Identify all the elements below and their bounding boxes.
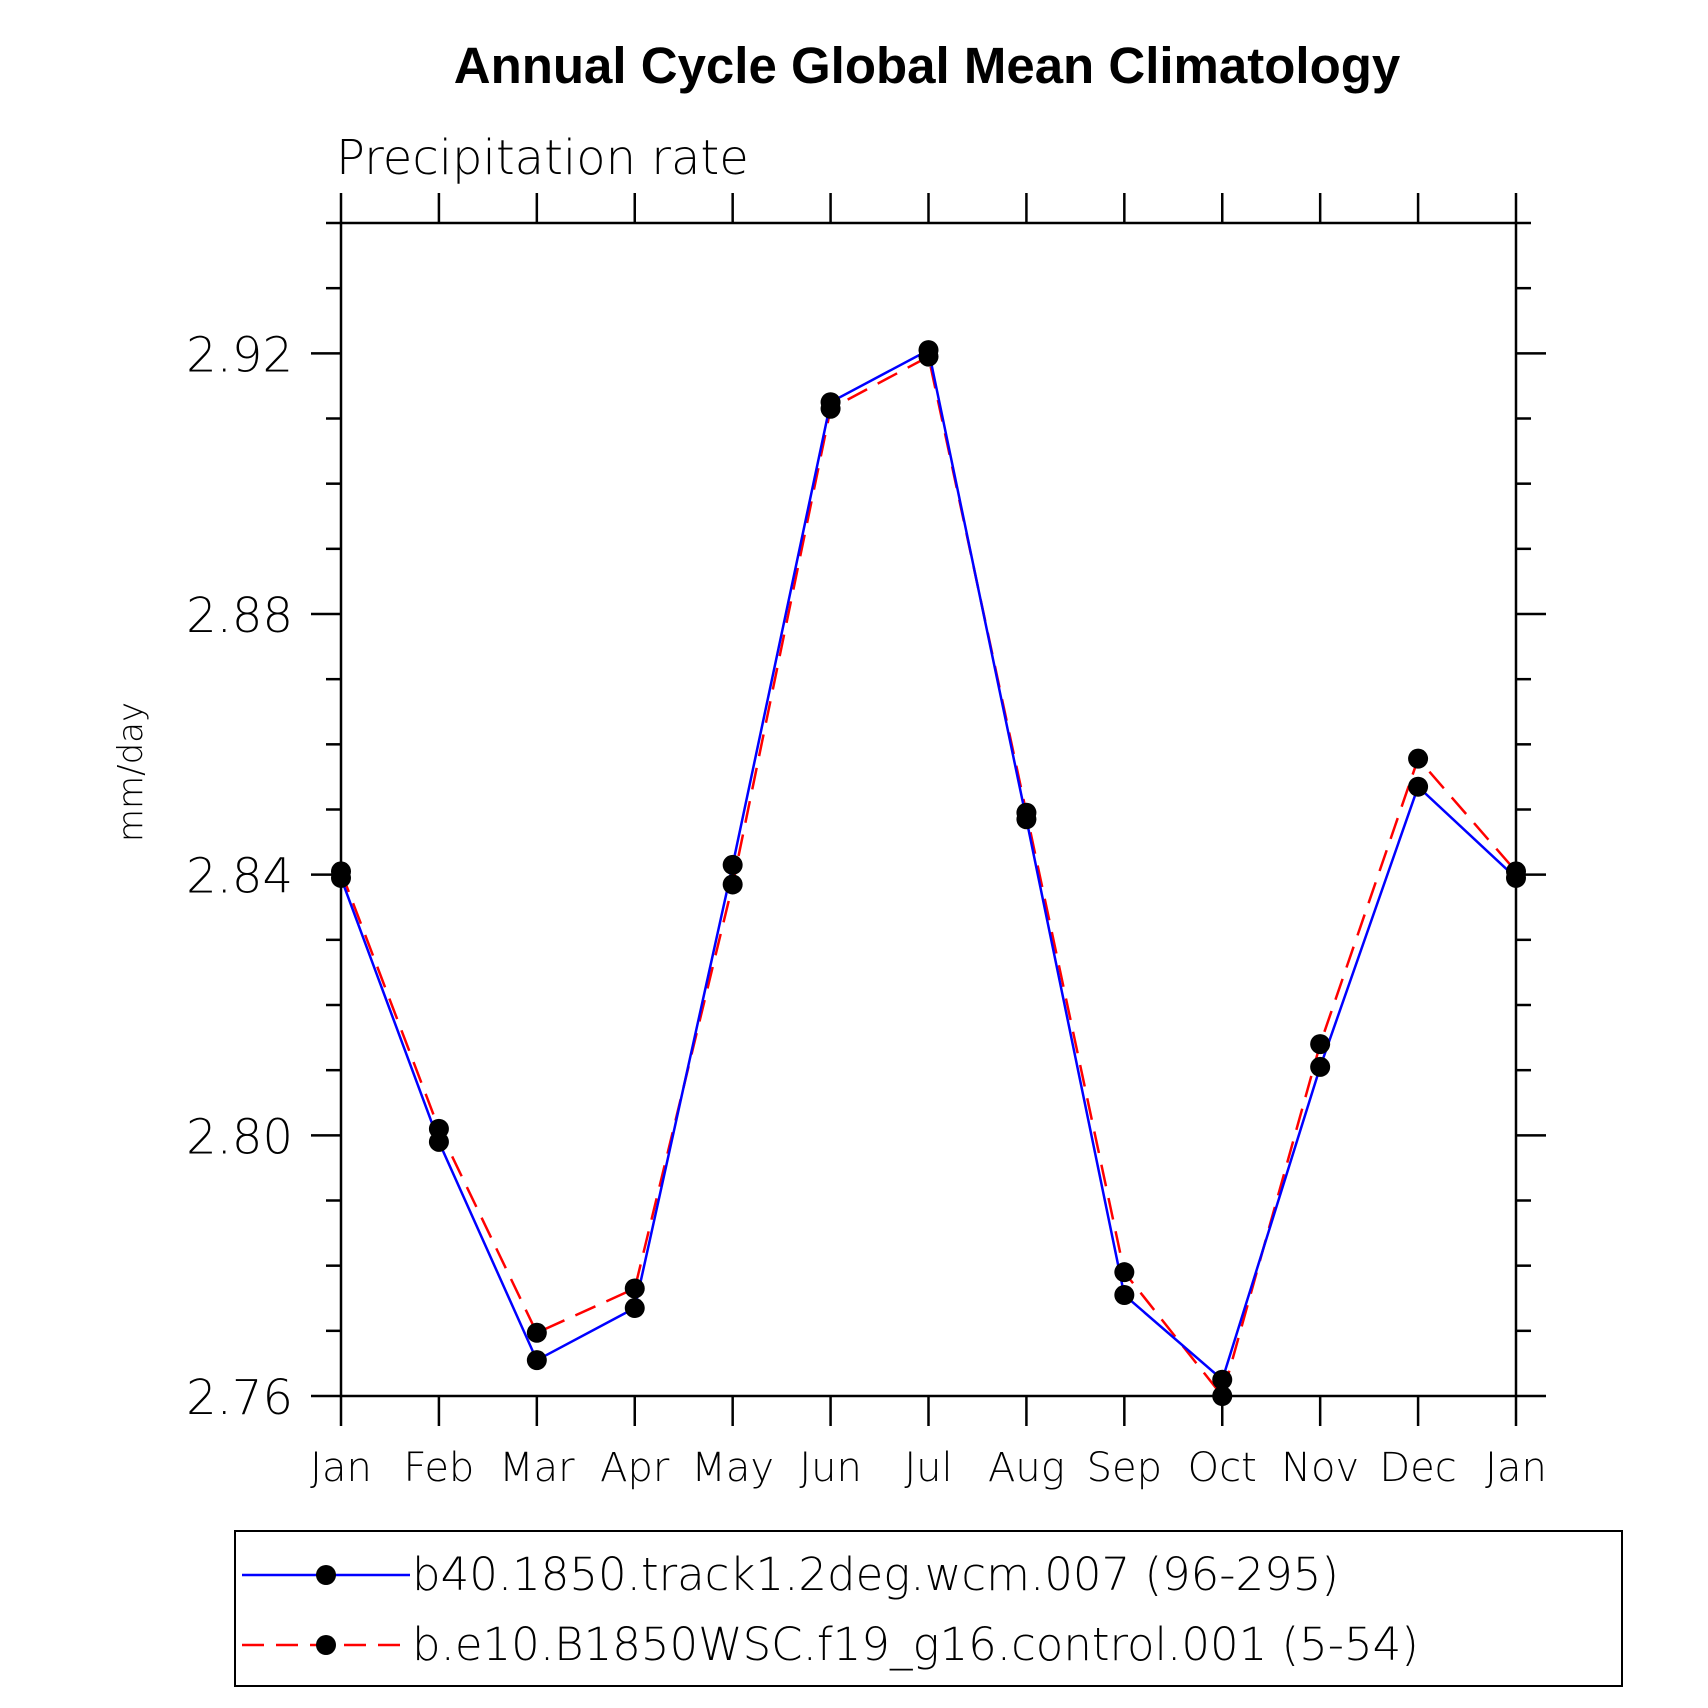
series-0-point [1408, 776, 1429, 797]
y-axis-label: mm/day [111, 702, 151, 842]
x-tick-label: Aug [988, 1445, 1065, 1491]
x-tick-label: Jan [310, 1445, 372, 1491]
x-tick-label: Nov [1281, 1445, 1359, 1491]
series-1-point [624, 1278, 645, 1299]
legend-marker-blue [316, 1565, 336, 1585]
legend-marker-red [316, 1635, 336, 1655]
axes: 2.76 2.80 2.84 2.88 2.92 Jan Feb Mar Apr May Jun Ju… [186, 193, 1547, 1491]
series-0-point [624, 1298, 645, 1319]
y-tick-label: 2.88 [186, 588, 293, 644]
series-1-point [722, 874, 743, 895]
x-tick-label: Jun [799, 1445, 862, 1491]
y-tick-label: 2.76 [186, 1370, 293, 1426]
series-line-0 [339, 348, 1517, 1382]
x-tick-label: Feb [404, 1445, 475, 1491]
series-0-point [918, 340, 939, 361]
legend-box [234, 1530, 1623, 1687]
series-1-point [1408, 748, 1429, 769]
x-tick-label: Mar [499, 1445, 575, 1491]
series-layer [331, 340, 1526, 1406]
y-tick-label: 2.84 [186, 849, 293, 905]
legend-label-blue: b40.1850.track1.2deg.wcm.007 (96-295) [412, 1548, 1339, 1601]
legend-label-red: b.e10.B1850WSC.f19_g16.control.001 (5-54… [412, 1618, 1419, 1671]
x-tick-label: Dec [1379, 1445, 1456, 1491]
series-1-point [1212, 1386, 1233, 1406]
series-0-point [820, 392, 841, 413]
y-tick-label: 2.80 [186, 1109, 293, 1165]
series-0-point [1310, 1056, 1331, 1077]
x-tick-label: Jan [1485, 1445, 1547, 1491]
series-0-point [1016, 809, 1037, 830]
series-0-point [526, 1350, 547, 1371]
series-1-point [526, 1322, 547, 1343]
plot-frame [339, 221, 1518, 1398]
chart-title: Annual Cycle Global Mean Climatology [454, 37, 1401, 94]
x-tick-label: Oct [1188, 1445, 1257, 1491]
series-0-point [1114, 1284, 1135, 1305]
series-0-point [331, 867, 351, 888]
series-1-point [1310, 1034, 1331, 1055]
x-tick-label: May [691, 1445, 774, 1491]
legend: b40.1850.track1.2deg.wcm.007 (96-295) b.… [234, 1530, 1623, 1687]
series-0-point [1212, 1369, 1233, 1390]
y-tick-label: 2.92 [186, 327, 293, 383]
x-tick-label: Sep [1087, 1445, 1162, 1491]
series-0-point [722, 854, 743, 875]
series-1-point [1114, 1262, 1135, 1283]
series-0-point [1506, 867, 1526, 888]
series-line-1 [339, 354, 1517, 1399]
x-tick-label: Apr [600, 1445, 670, 1491]
x-tick-label: Jul [904, 1445, 952, 1491]
series-0-point [428, 1131, 449, 1152]
chart-subtitle: Precipitation rate [336, 130, 749, 186]
